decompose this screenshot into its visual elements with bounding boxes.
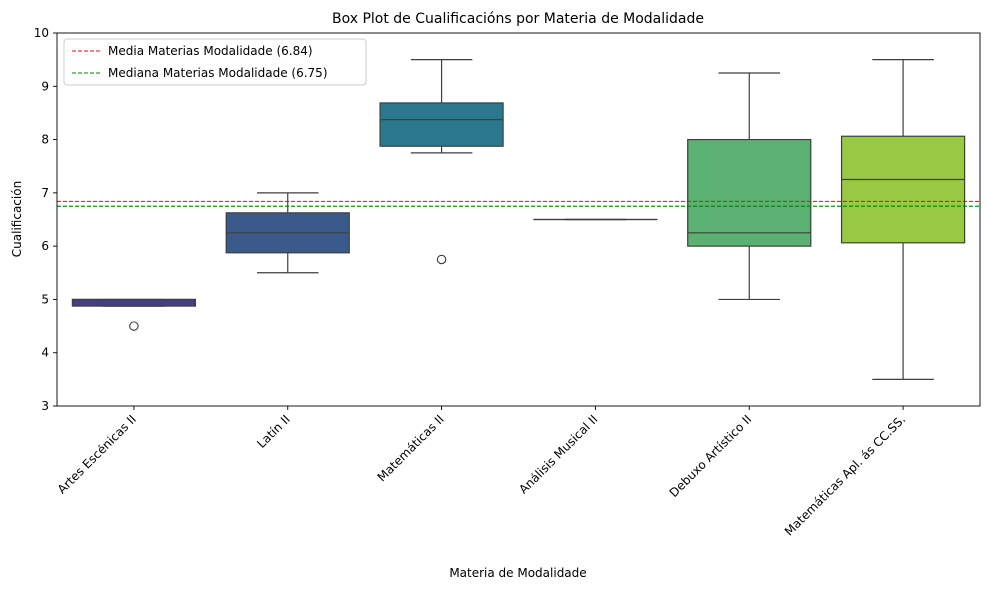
box xyxy=(379,102,504,147)
legend-label: Mediana Materias Modalidade (6.75) xyxy=(108,66,328,80)
outlier-point xyxy=(129,321,139,331)
y-tick-label: 7 xyxy=(41,186,49,200)
y-axis-title: Cualificación xyxy=(10,181,24,257)
y-tick-label: 9 xyxy=(41,79,49,93)
box xyxy=(687,138,812,247)
y-tick-label: 6 xyxy=(41,239,49,253)
y-tick-label: 5 xyxy=(41,292,49,306)
y-tick-label: 10 xyxy=(34,26,49,40)
box xyxy=(840,135,966,244)
x-axis-title: Materia de Modalidade xyxy=(449,566,586,580)
y-tick-label: 4 xyxy=(41,346,49,360)
y-tick-label: 3 xyxy=(41,399,49,413)
outlier-point xyxy=(436,254,447,265)
legend-label: Media Materias Modalidade (6.84) xyxy=(108,44,313,58)
chart-title: Box Plot de Cualificacións por Materia d… xyxy=(332,11,704,27)
legend-box xyxy=(63,38,367,86)
axes-frame xyxy=(56,32,981,407)
y-tick-label: 8 xyxy=(41,133,49,147)
box xyxy=(71,298,197,307)
